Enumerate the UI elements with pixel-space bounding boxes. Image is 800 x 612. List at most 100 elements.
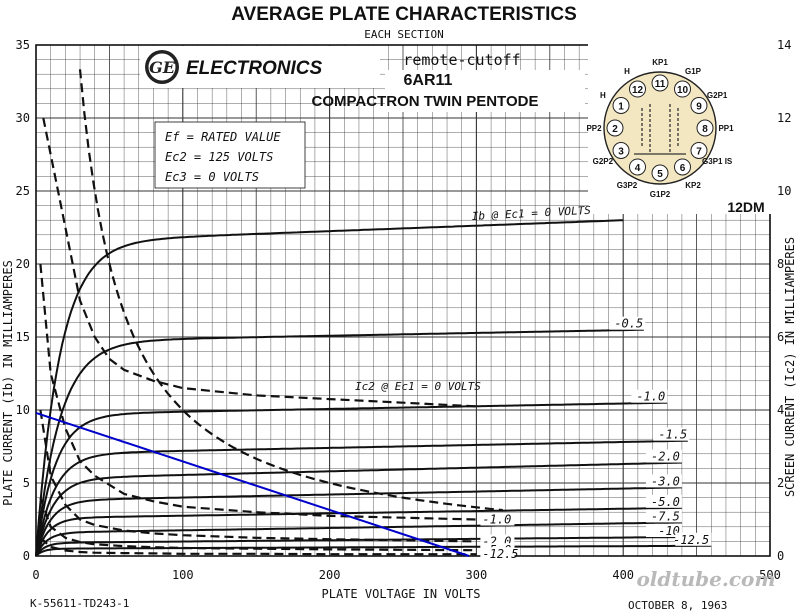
plate-curve-label: -5.0	[651, 495, 680, 509]
plate-curve	[35, 544, 712, 557]
pin-circle	[651, 74, 669, 92]
pin-circle	[612, 142, 630, 159]
plot-frame	[35, 44, 771, 557]
plate-curve-label: -10	[658, 524, 680, 538]
curve-label-bg	[645, 494, 682, 508]
screen-curve-label: -12.5	[482, 547, 518, 561]
pin-label: G2P2	[593, 157, 614, 166]
curve-label-bg	[645, 524, 682, 538]
plate-curve-label: -3.0	[651, 474, 680, 488]
plate-curve-label: -2.0	[651, 450, 680, 464]
screen-curve	[42, 117, 477, 408]
curve-label-bg	[645, 509, 682, 523]
screen-curve	[39, 497, 477, 552]
dissipation-curve	[78, 69, 503, 512]
svg-text:GE: GE	[149, 58, 176, 77]
curve-label-bg	[631, 389, 668, 403]
pin-label: H	[600, 91, 606, 100]
plate-curve	[35, 439, 688, 557]
y2-tick-label: 10	[777, 184, 791, 198]
y2-tick-label: 8	[777, 257, 784, 271]
screen-curve-label: Ic2 @ Ec1 = 0 VOLTS	[355, 380, 481, 393]
y2-tick-label: 14	[777, 38, 791, 52]
pin-number: 5	[657, 169, 663, 180]
y-tick-label: 25	[16, 184, 30, 198]
chart-title: AVERAGE PLATE CHARACTERISTICS	[231, 4, 577, 25]
plate-curve-label: -12.5	[673, 533, 709, 547]
curve-label-bg	[645, 474, 682, 488]
screen-curves	[39, 117, 477, 556]
x-tick-label: 100	[172, 568, 194, 582]
pin-circle	[674, 158, 691, 176]
pin-number: 2	[612, 124, 618, 135]
pin-label: PP1	[718, 124, 734, 133]
curve-label-bg	[480, 547, 515, 561]
ge-logo: GE	[145, 50, 179, 84]
condition-ef: Ef = RATED VALUE	[165, 130, 281, 144]
curve-label-bg	[645, 449, 682, 463]
pin-circle	[629, 80, 646, 98]
pin-number: 1	[618, 102, 624, 113]
pin-label: PP2	[586, 124, 602, 133]
pin-label: G3P1 IS	[702, 157, 733, 166]
pin-circle	[674, 80, 691, 98]
y-tick-label: 10	[16, 403, 30, 417]
plate-curve-label: -1.0	[636, 390, 665, 404]
pin-number: 3	[618, 147, 624, 158]
y-tick-label: 15	[16, 330, 30, 344]
plate-curve-label: Ib @ Ec1 = 0 VOLTS	[471, 204, 591, 223]
curve-label-bg	[609, 316, 646, 330]
footer-code: K-55611-TD243-1	[30, 597, 129, 610]
y-tick-label: 5	[23, 476, 30, 490]
chart-subtitle: EACH SECTION	[364, 28, 443, 41]
x-axis-label: PLATE VOLTAGE IN VOLTS	[322, 587, 481, 601]
load-line	[35, 411, 470, 557]
footer-date: OCTOBER 8, 1963	[628, 599, 727, 612]
y-tick-label: 35	[16, 38, 30, 52]
y-tick-label: 30	[16, 111, 30, 125]
pin-number: 7	[696, 147, 702, 158]
pin-circle	[690, 142, 708, 159]
pin-circle	[612, 97, 630, 114]
x-tick-label: 0	[32, 568, 39, 582]
condition-ec3: Ec3 = 0 VOLTS	[165, 170, 259, 184]
y2-axis-label: SCREEN CURRENT (Ic2) IN MILLIAMPERES	[783, 237, 797, 497]
screen-curve	[39, 409, 477, 543]
pin-circle	[651, 164, 669, 182]
plate-curve	[35, 219, 624, 557]
condition-ec2: Ec2 = 125 VOLTS	[165, 150, 273, 164]
brand-name: ELECTRONICS	[186, 58, 323, 79]
plate-curve	[35, 521, 682, 557]
pin-label: G3P2	[617, 181, 638, 190]
y2-tick-label: 12	[777, 111, 791, 125]
plate-curve-label: -1.5	[658, 428, 687, 442]
pin-number: 8	[702, 124, 708, 135]
pin-circle	[690, 97, 708, 114]
type-box	[385, 70, 585, 112]
pin-number: 6	[680, 163, 686, 174]
y2-tick-label: 6	[777, 330, 784, 344]
y-tick-label: 0	[23, 549, 30, 563]
plate-curve	[35, 461, 682, 557]
pin-label: G1P2	[650, 190, 671, 199]
x-tick-label: 200	[319, 568, 341, 582]
y2-tick-label: 0	[777, 549, 784, 563]
screen-curve	[39, 536, 477, 556]
screen-curve-label: -1.0	[482, 513, 511, 527]
load-lines	[35, 69, 503, 557]
pin-circle	[696, 119, 714, 137]
x-tick-label: 500	[759, 568, 781, 582]
pin-number: 11	[655, 79, 666, 90]
pin-number: 12	[632, 85, 644, 96]
y2-tick-label: 4	[777, 403, 784, 417]
pin-label: G1P	[685, 67, 702, 76]
x-tick-label: 300	[466, 568, 488, 582]
pin-number: 10	[677, 85, 689, 96]
pin-number: 9	[696, 102, 702, 113]
y2-tick-label: 2	[777, 476, 784, 490]
pin-label: KP2	[685, 181, 701, 190]
plate-curve-label: -0.5	[614, 317, 643, 331]
